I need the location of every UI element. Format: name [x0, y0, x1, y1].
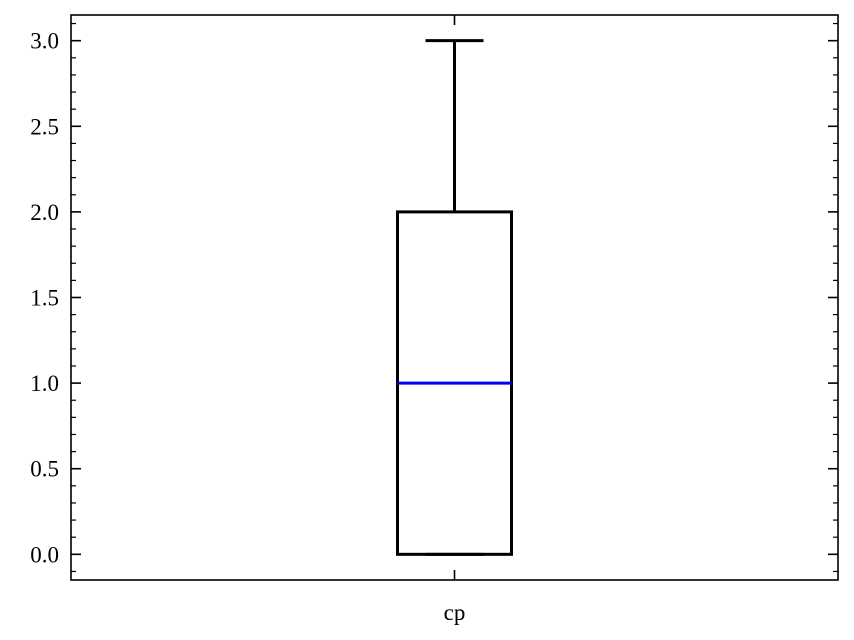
- x-ticks: cp: [444, 15, 466, 625]
- y-tick-label: 2.0: [30, 200, 59, 225]
- y-tick-label: 1.5: [30, 286, 59, 311]
- x-tick-label: cp: [444, 600, 466, 625]
- y-minor-ticks: [71, 22, 838, 573]
- plot-frame: [70, 14, 839, 581]
- boxes: [396, 39, 513, 556]
- y-tick-label: 0.5: [30, 457, 59, 482]
- y-tick-label: 1.0: [30, 371, 59, 396]
- y-major-ticks: [71, 39, 838, 556]
- y-tick-label: 3.0: [30, 29, 59, 54]
- y-tick-label: 2.5: [30, 114, 59, 139]
- y-tick-label: 0.0: [30, 542, 59, 567]
- y-tick-labels: 0.0 0.5 1.0 1.5 2.0 2.5 3.0: [30, 29, 59, 568]
